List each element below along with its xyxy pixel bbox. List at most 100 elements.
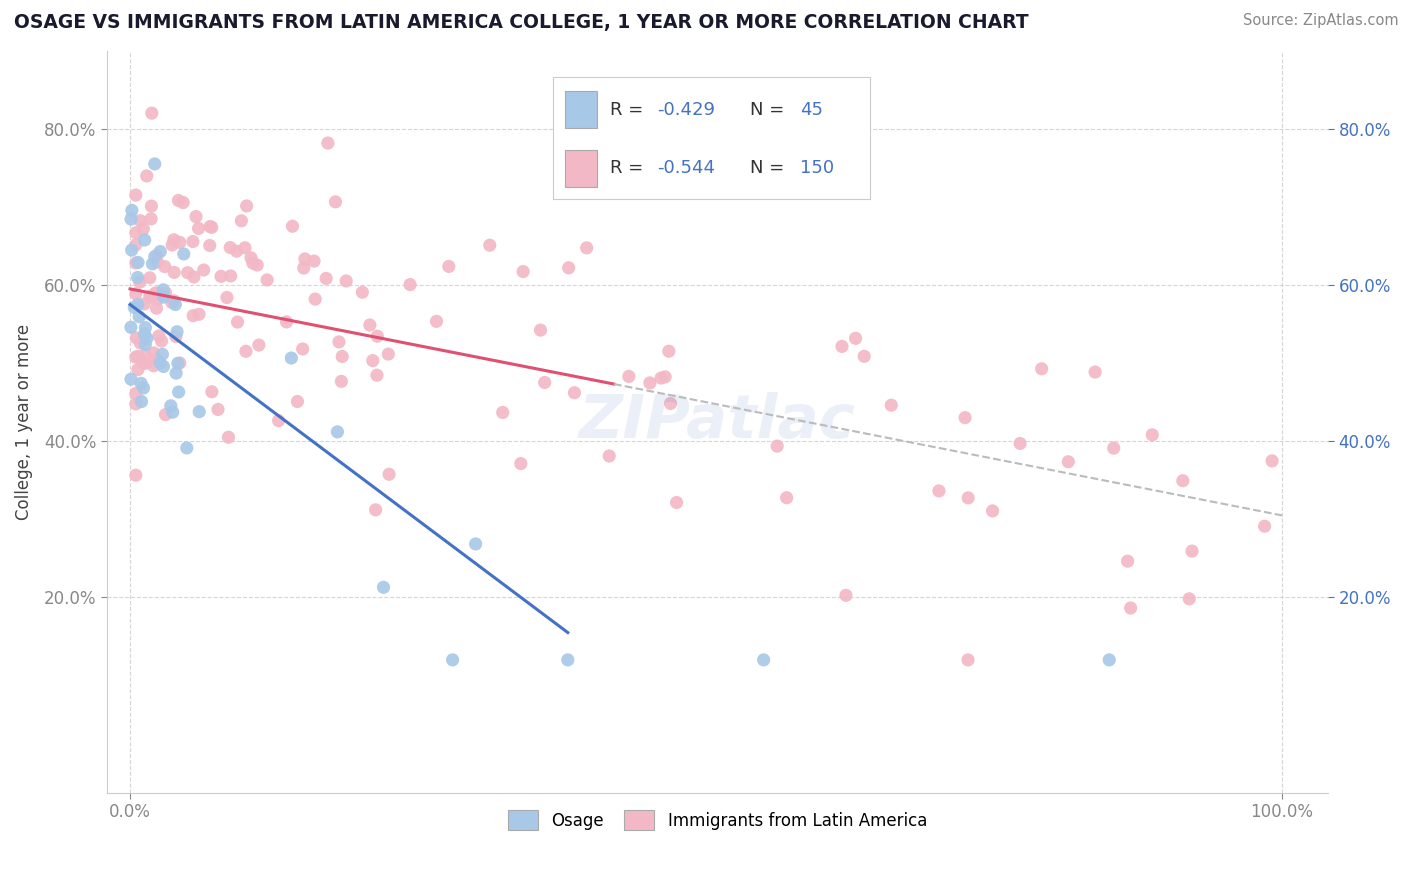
- Point: [127, 270, 149, 285]
- Point: [125, 286, 148, 301]
- Point: [125, 226, 148, 240]
- Y-axis label: College, 1 year or more: College, 1 year or more: [15, 324, 32, 520]
- Point: [166, 325, 188, 339]
- Point: [399, 277, 422, 292]
- Point: [302, 254, 325, 268]
- Point: [659, 396, 682, 410]
- Point: [752, 653, 775, 667]
- Point: [1031, 361, 1053, 376]
- Point: [617, 369, 640, 384]
- Point: [181, 235, 204, 249]
- Point: [134, 347, 156, 361]
- Point: [121, 243, 143, 257]
- Point: [155, 408, 177, 422]
- Point: [654, 369, 676, 384]
- Point: [173, 247, 195, 261]
- Point: [143, 157, 166, 171]
- Point: [167, 194, 190, 208]
- Point: [233, 241, 256, 255]
- Point: [209, 269, 232, 284]
- Point: [139, 289, 162, 303]
- Point: [638, 376, 661, 390]
- Point: [464, 537, 486, 551]
- Point: [364, 503, 387, 517]
- Point: [129, 335, 152, 350]
- Point: [152, 359, 174, 374]
- Point: [219, 268, 242, 283]
- Point: [291, 342, 314, 356]
- Point: [201, 220, 224, 235]
- Point: [128, 275, 150, 289]
- Point: [373, 580, 395, 594]
- Point: [153, 260, 176, 274]
- Point: [134, 337, 156, 351]
- Point: [166, 356, 188, 370]
- Text: OSAGE VS IMMIGRANTS FROM LATIN AMERICA COLLEGE, 1 YEAR OR MORE CORRELATION CHART: OSAGE VS IMMIGRANTS FROM LATIN AMERICA C…: [14, 13, 1029, 32]
- Point: [315, 271, 337, 285]
- Point: [149, 244, 172, 259]
- Point: [167, 384, 190, 399]
- Text: Source: ZipAtlas.com: Source: ZipAtlas.com: [1243, 13, 1399, 29]
- Point: [1253, 519, 1275, 533]
- Point: [165, 329, 187, 343]
- Point: [325, 194, 347, 209]
- Point: [135, 169, 157, 183]
- Point: [1171, 474, 1194, 488]
- Point: [1102, 441, 1125, 455]
- Point: [125, 468, 148, 483]
- Point: [120, 372, 142, 386]
- Point: [1261, 454, 1284, 468]
- Point: [155, 285, 177, 300]
- Point: [853, 349, 876, 363]
- Point: [529, 323, 551, 337]
- Point: [163, 293, 186, 308]
- Text: ZIPatlас: ZIPatlас: [579, 392, 856, 451]
- Point: [326, 425, 349, 439]
- Point: [165, 366, 187, 380]
- Point: [145, 352, 167, 367]
- Point: [316, 136, 339, 150]
- Point: [125, 256, 148, 270]
- Point: [201, 384, 224, 399]
- Point: [226, 315, 249, 329]
- Point: [377, 347, 399, 361]
- Point: [120, 320, 142, 334]
- Point: [129, 376, 152, 391]
- Point: [150, 334, 173, 348]
- Point: [1116, 554, 1139, 568]
- Point: [437, 260, 460, 274]
- Point: [361, 353, 384, 368]
- Point: [132, 355, 155, 369]
- Point: [557, 653, 579, 667]
- Point: [292, 260, 315, 275]
- Point: [359, 318, 381, 332]
- Point: [165, 297, 187, 311]
- Point: [1181, 544, 1204, 558]
- Point: [957, 491, 980, 505]
- Point: [148, 286, 170, 301]
- Point: [163, 233, 186, 247]
- Point: [125, 238, 148, 252]
- Point: [176, 266, 198, 280]
- Point: [142, 346, 165, 360]
- Point: [139, 270, 162, 285]
- Point: [159, 399, 181, 413]
- Point: [184, 210, 207, 224]
- Point: [142, 359, 165, 373]
- Point: [330, 375, 353, 389]
- Point: [127, 350, 149, 364]
- Point: [533, 376, 555, 390]
- Point: [328, 334, 350, 349]
- Point: [198, 238, 221, 252]
- Point: [1084, 365, 1107, 379]
- Point: [187, 221, 209, 235]
- Point: [141, 106, 163, 120]
- Point: [141, 257, 163, 271]
- Point: [163, 265, 186, 279]
- Point: [280, 351, 302, 365]
- Point: [304, 292, 326, 306]
- Point: [287, 394, 309, 409]
- Point: [235, 199, 257, 213]
- Point: [139, 211, 162, 226]
- Point: [152, 283, 174, 297]
